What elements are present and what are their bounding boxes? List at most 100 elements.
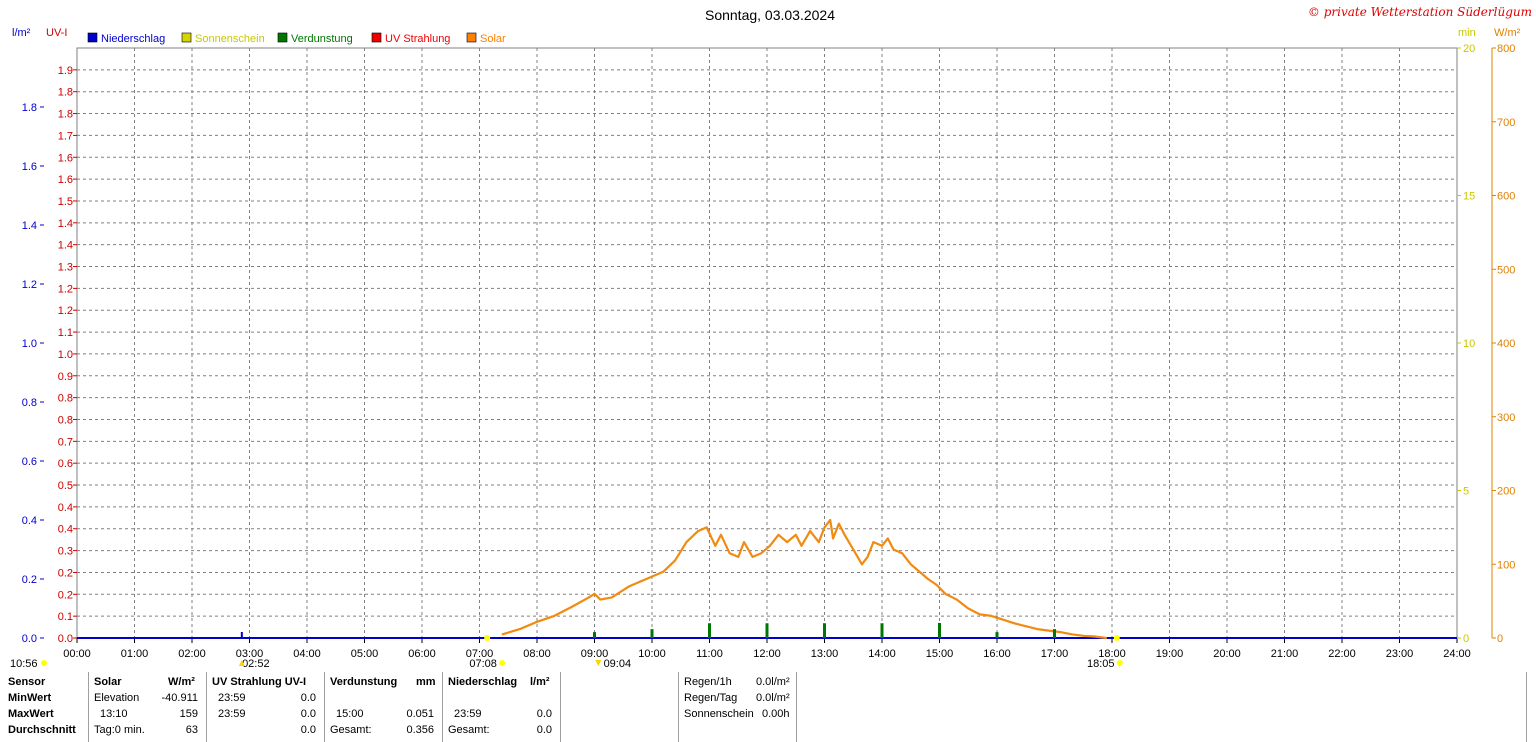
solar-point [800, 544, 803, 547]
uv-tick-label: 0.2 [58, 567, 73, 579]
legend-swatch [466, 32, 477, 43]
solar-point [697, 530, 699, 532]
solar-point [955, 598, 958, 601]
avg-solar-time: Tag:0 min. [94, 724, 145, 736]
legend-swatch [371, 32, 382, 43]
x-tick-label: 21:00 [1271, 648, 1299, 660]
uv-tick-label: 1.0 [58, 349, 73, 361]
x-tick-label: 22:00 [1328, 648, 1356, 660]
solar-point [832, 537, 835, 540]
precip-tick-label: 0.4 [22, 515, 37, 527]
x-tick-label: 14:00 [868, 648, 896, 660]
solar-point [685, 541, 688, 544]
uv-tick-label: 0.9 [58, 371, 73, 383]
uv-tick-label: 1.6 [58, 152, 73, 164]
uv-tick-label: 1.2 [58, 305, 73, 317]
markers: 07:08 18:05 02:52 09:04 10:56 [10, 632, 1123, 670]
solar-point [1093, 635, 1096, 638]
min-uv-value: 0.0 [300, 692, 316, 704]
precip-tick-label: 0.0 [22, 633, 37, 645]
solar-point [751, 555, 754, 558]
x-tick-label: 18:00 [1098, 648, 1126, 660]
solar-point [1082, 634, 1085, 637]
solar-point [553, 614, 556, 617]
solar-point [705, 526, 708, 529]
rain-day-value: 0.0l/m² [756, 692, 790, 704]
legend: Niederschlag Sonnenschein Verdunstung UV St… [87, 32, 506, 45]
row-label-min: MinWert [8, 692, 52, 704]
uv-tick-label: 1.5 [58, 196, 73, 208]
solar-point [760, 552, 763, 555]
solar-tick-label: 400 [1497, 338, 1515, 350]
divider [206, 672, 207, 742]
legend-label: Solar [480, 33, 506, 45]
uv-tick-label: 1.4 [58, 240, 73, 252]
precip-tick-label: 1.4 [22, 220, 37, 232]
moonrise-label: 02:52 [242, 658, 270, 670]
solar-point [714, 544, 717, 547]
header-uv: UV Strahlung UV-I [212, 676, 307, 688]
x-tick-label: 15:00 [926, 648, 954, 660]
uv-tick-label: 0.3 [58, 546, 73, 558]
solar-point [743, 541, 745, 544]
precip-total-value: 0.0 [536, 724, 552, 736]
solar-point [777, 533, 780, 536]
solar-point [886, 537, 889, 540]
header-precip: Niederschlag [448, 676, 518, 688]
solar-point [662, 570, 665, 573]
chart-title: Sonntag, 03.03.2024 [705, 7, 835, 23]
max-evap-time: 15:00 [336, 708, 364, 720]
solar-point [501, 633, 504, 636]
x-tick-label: 00:00 [63, 648, 91, 660]
precip-tick-label: 1.6 [22, 161, 37, 173]
divider [442, 672, 443, 742]
evaporation-bar [823, 623, 826, 638]
solar-point [1001, 618, 1004, 621]
uv-tick-label: 1.1 [58, 327, 73, 339]
sunshine-tick-label: 5 [1463, 486, 1469, 498]
uv-tick-label: 0.4 [58, 502, 73, 514]
solar-point [918, 570, 921, 573]
uv-tick-label: 0.5 [58, 480, 73, 492]
legend-label: UV Strahlung [385, 33, 450, 45]
precip-tick-label: 1.8 [22, 102, 37, 114]
solar-tick-label: 700 [1497, 117, 1515, 129]
sunshine-tick-label: 0 [1463, 633, 1469, 645]
moonset-icon [595, 660, 602, 666]
axes: 00:00 01:00 02:00 03:00 04:00 05:00 06:00 07:00… [22, 43, 1516, 660]
uv-tick-label: 0.7 [58, 436, 73, 448]
sunshine-value: 0.00h [762, 708, 790, 720]
precip-tick-label: 0.8 [22, 397, 37, 409]
solar-point [843, 533, 846, 536]
evap-total-label: Gesamt: [330, 724, 372, 736]
solar-point [728, 552, 731, 555]
row-label-max: MaxWert [8, 708, 54, 720]
uv-tick-label: 0.8 [58, 414, 73, 426]
legend-label: Sonnenschein [195, 33, 265, 45]
evaporation-bar [650, 629, 654, 638]
divider [1526, 672, 1527, 742]
solar-point [872, 541, 875, 544]
solar-point [990, 614, 993, 617]
max-solar-value: 159 [179, 708, 198, 720]
header-solar-unit: W/m² [168, 676, 195, 688]
solar-point [866, 555, 869, 558]
header-solar: Solar [94, 676, 122, 688]
solar-point [837, 522, 840, 525]
sunset-label: 18:05 [1087, 658, 1115, 670]
max-uv-value: 0.0 [300, 708, 316, 720]
solar-point [610, 596, 613, 599]
unit-uv: UV-I [46, 27, 67, 39]
solar-tick-label: 0 [1497, 633, 1503, 645]
x-tick-label: 06:00 [408, 648, 436, 660]
rain-1h-label: Regen/1h [684, 676, 732, 688]
min-uv-time: 23:59 [218, 692, 246, 704]
solar-point [892, 548, 895, 551]
x-tick-label: 08:00 [523, 648, 551, 660]
solar-point [1070, 633, 1073, 636]
max-precip-time: 23:59 [454, 708, 482, 720]
uv-tick-label: 1.2 [58, 283, 73, 295]
solar-point [1036, 628, 1039, 631]
solar-point [1024, 625, 1027, 628]
x-tick-label: 17:00 [1041, 648, 1069, 660]
